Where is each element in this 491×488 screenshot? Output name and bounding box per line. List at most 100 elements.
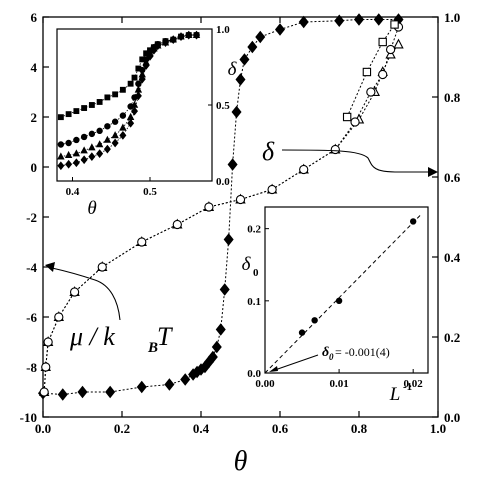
data-point-diamond-filled [57, 388, 68, 401]
series-line [346, 24, 395, 118]
inset2-annotation-prefix: δ [322, 345, 329, 360]
inset1-point-diamond-filled [130, 106, 139, 116]
data-point-circle-open [366, 87, 376, 97]
inset1-point-square-filled [131, 74, 138, 81]
x-tick-label: 1.0 [430, 421, 446, 436]
x-tick-label: 0.6 [272, 421, 289, 436]
inset1-point-diamond-filled [65, 159, 73, 169]
delta-arrowhead [428, 167, 438, 177]
inset-top-left: 0.4 0.5 0.0 0.5 1.0 θ δ [56, 24, 238, 219]
inset1-point-diamond-filled [154, 41, 162, 51]
inset1-point-square-filled [127, 80, 134, 87]
inset1-point-square-filled [96, 99, 103, 105]
data-point-diamond-filled [223, 233, 234, 246]
inset1-point-diamond-filled [192, 30, 201, 40]
inset1-point-diamond-filled [111, 138, 119, 148]
inset1-point-square-filled [81, 105, 88, 111]
x-tick-label: 0.2 [114, 421, 130, 436]
inset2-point [311, 317, 318, 324]
inset1-series-line [60, 34, 197, 167]
inset2-point [409, 218, 417, 225]
inset1-point-diamond-filled [72, 158, 80, 168]
inset2-x-tick-label: 0.01 [329, 378, 348, 390]
x-tick-label: 0.0 [35, 421, 51, 436]
data-point-square-open [390, 20, 399, 29]
mu-label-sub: B [147, 340, 158, 356]
inset2-point [335, 297, 343, 305]
inset2-point [298, 329, 306, 336]
data-point-circle-open [172, 219, 182, 230]
inset2-y-tick-label: 0.0 [247, 368, 261, 380]
mu-arrow [51, 267, 121, 321]
x-tick-label: 0.8 [351, 421, 368, 436]
inset1-point-circle-filled [119, 112, 127, 119]
data-point-diamond-filled [247, 40, 258, 54]
inset1-point-square-filled [57, 114, 64, 121]
inset1-point-triangle-filled [64, 150, 73, 158]
inset1-point-square-filled [88, 102, 95, 108]
inset1-point-diamond-filled [177, 32, 185, 41]
data-point-diamond-filled [239, 53, 250, 66]
data-point-circle-open [39, 387, 49, 397]
y-right-tick-label: 0.6 [444, 170, 461, 185]
data-point-diamond-filled [215, 323, 226, 336]
inset1-point-diamond-filled [134, 91, 142, 101]
inset1-point-circle-filled [104, 123, 111, 130]
y-right-tick-label: 0.2 [444, 330, 460, 345]
inset1-point-triangle-filled [80, 146, 88, 154]
inset1-y-tick-label: 0.0 [216, 176, 230, 188]
inset1-point-diamond-filled [103, 144, 111, 154]
inset1-point-diamond-filled [119, 131, 127, 140]
y-left-tick-label: 2 [31, 110, 38, 125]
inset1-x-tick-label: 0.4 [66, 186, 80, 198]
data-point-circle-open [350, 117, 360, 127]
data-point-diamond-filled [180, 373, 191, 386]
inset2-x-label: L [389, 384, 401, 405]
inset2-fit-line [264, 214, 421, 374]
inset1-point-circle-filled [73, 136, 80, 144]
inset1-point-diamond-filled [127, 118, 135, 128]
inset1-point-diamond-filled [57, 161, 65, 171]
inset1-point-circle-filled [80, 133, 88, 141]
data-point-diamond-filled [136, 380, 147, 394]
y-left-tick-label: 4 [31, 60, 38, 75]
delta-label: δ [262, 137, 275, 166]
inset2-y-tick-label: 0.2 [247, 224, 261, 236]
data-point-diamond-filled [105, 385, 116, 399]
y-left-tick-label: -8 [26, 360, 37, 375]
data-point-diamond-filled [231, 105, 242, 119]
x-axis-label: θ [234, 446, 248, 477]
data-point-diamond-filled [164, 378, 175, 391]
data-point-circle-open [137, 237, 147, 247]
data-point-square-open [362, 67, 372, 77]
inset1-point-triangle-filled [95, 140, 104, 148]
inset1-point-square-filled [73, 108, 80, 115]
data-point-circle-open [330, 144, 340, 155]
inset2-y-label-sub: 0 [253, 267, 259, 279]
inset2-x-tick-label: 0.00 [255, 378, 275, 390]
inset1-point-circle-filled [57, 141, 65, 148]
data-point-diamond-filled [334, 14, 345, 28]
inset2-annotation-arrow [271, 354, 319, 372]
inset1-point-diamond-filled [80, 155, 88, 165]
data-point-circle-open [235, 194, 246, 205]
data-point-circle-open [41, 362, 51, 372]
inset1-point-triangle-filled [111, 131, 119, 139]
inset1-y-tick-label: 0.5 [216, 100, 230, 112]
inset-bottom-right: 0.00 0.01 0.020.00.10.2L -1δ 0δ 0 = -0.001(4) [242, 206, 429, 405]
y-left-tick-label: -4 [26, 260, 37, 275]
inset1-point-circle-filled [88, 130, 96, 138]
data-point-circle-open [378, 69, 388, 80]
inset1-point-circle-filled [65, 139, 72, 147]
data-point-square-open [378, 37, 387, 47]
mu-label: μ / k [69, 322, 115, 351]
data-point-diamond-filled [353, 13, 365, 26]
inset1-point-diamond-filled [138, 74, 146, 84]
inset2-annotation: = -0.001(4) [335, 345, 390, 359]
y-right-tick-label: 0.8 [444, 90, 461, 105]
inset1-point-square-filled [104, 94, 111, 101]
inset1-point-diamond-filled [96, 149, 104, 159]
inset1-point-triangle-filled [88, 143, 96, 151]
data-point-circle-open [267, 184, 277, 195]
